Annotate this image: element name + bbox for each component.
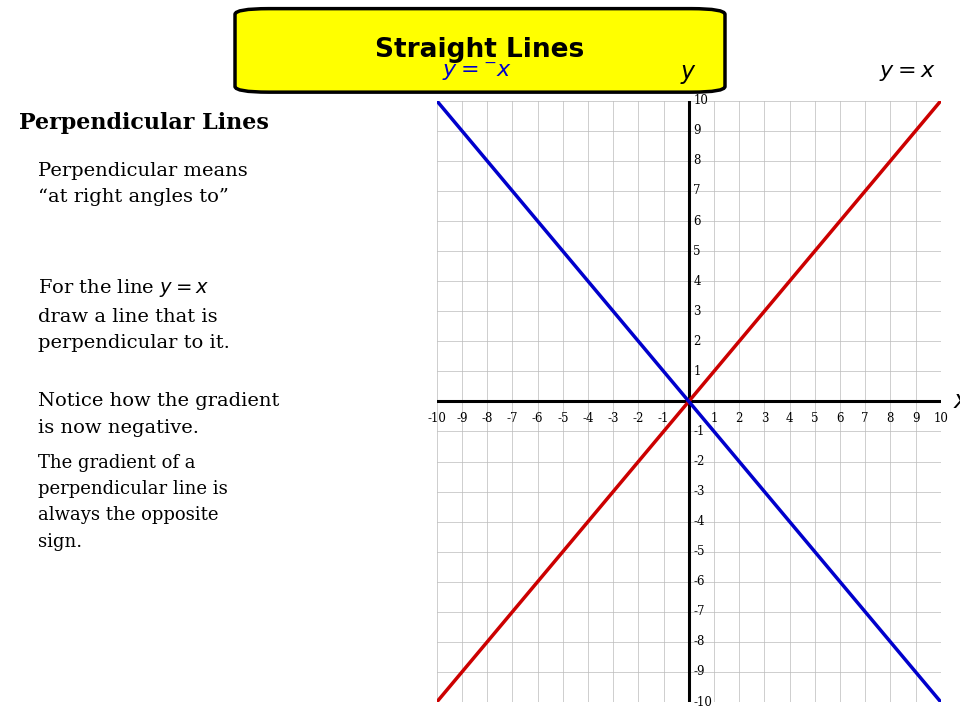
Text: 4: 4 xyxy=(786,412,793,425)
Text: Perpendicular means
“at right angles to”: Perpendicular means “at right angles to” xyxy=(38,162,248,207)
Text: -4: -4 xyxy=(583,412,593,425)
Text: -8: -8 xyxy=(482,412,492,425)
Text: -1: -1 xyxy=(658,412,669,425)
Text: 5: 5 xyxy=(693,245,701,258)
Text: -8: -8 xyxy=(693,635,705,649)
Text: 2: 2 xyxy=(693,335,701,348)
Text: 8: 8 xyxy=(693,154,701,168)
Text: 5: 5 xyxy=(811,412,819,425)
Text: -2: -2 xyxy=(633,412,644,425)
Text: 10: 10 xyxy=(933,412,948,425)
Text: -3: -3 xyxy=(608,412,619,425)
Text: 7: 7 xyxy=(861,412,869,425)
Text: 6: 6 xyxy=(693,215,701,228)
Text: -10: -10 xyxy=(693,696,712,708)
Text: 1: 1 xyxy=(710,412,718,425)
Text: -5: -5 xyxy=(693,545,705,558)
Text: Perpendicular Lines: Perpendicular Lines xyxy=(19,112,269,134)
Text: The gradient of a
perpendicular line is
always the opposite
sign.: The gradient of a perpendicular line is … xyxy=(38,454,228,551)
Text: For the line $y = x$
draw a line that is
perpendicular to it.: For the line $y = x$ draw a line that is… xyxy=(38,277,230,352)
Text: $y = {}^{-}x$: $y = {}^{-}x$ xyxy=(442,60,512,83)
Text: -7: -7 xyxy=(507,412,518,425)
Text: 2: 2 xyxy=(735,412,743,425)
Text: -9: -9 xyxy=(693,665,705,678)
Text: $y$: $y$ xyxy=(681,63,697,86)
Text: -2: -2 xyxy=(693,455,705,468)
Text: 7: 7 xyxy=(693,184,701,197)
FancyBboxPatch shape xyxy=(235,9,725,92)
Text: -6: -6 xyxy=(532,412,543,425)
Text: -4: -4 xyxy=(693,515,705,528)
Text: 1: 1 xyxy=(693,365,701,378)
Text: 6: 6 xyxy=(836,412,844,425)
Text: 8: 8 xyxy=(887,412,894,425)
Text: 3: 3 xyxy=(760,412,768,425)
Text: -10: -10 xyxy=(427,412,446,425)
Text: $y = x$: $y = x$ xyxy=(879,60,936,83)
Text: 9: 9 xyxy=(693,125,701,138)
Text: 10: 10 xyxy=(693,94,708,107)
Text: Notice how the gradient
is now negative.: Notice how the gradient is now negative. xyxy=(38,392,279,437)
Text: $x$: $x$ xyxy=(953,390,960,413)
Text: Straight Lines: Straight Lines xyxy=(375,37,585,63)
Text: -5: -5 xyxy=(557,412,568,425)
Text: 9: 9 xyxy=(912,412,920,425)
Text: -6: -6 xyxy=(693,575,705,588)
Text: -9: -9 xyxy=(456,412,468,425)
Text: -1: -1 xyxy=(693,425,705,438)
Text: 3: 3 xyxy=(693,305,701,318)
Text: 4: 4 xyxy=(693,274,701,288)
Text: -7: -7 xyxy=(693,606,705,618)
Text: -3: -3 xyxy=(693,485,705,498)
